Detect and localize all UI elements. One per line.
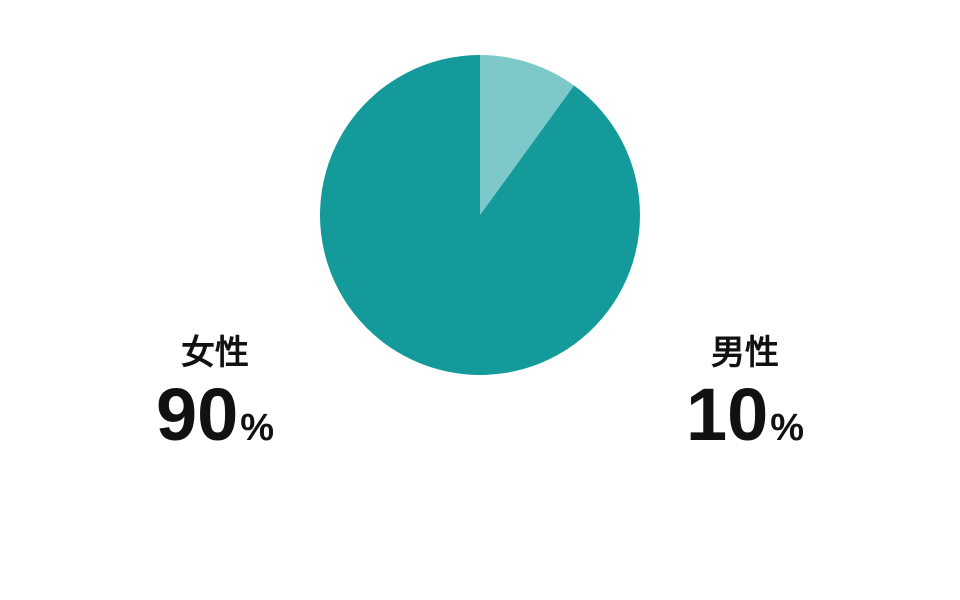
pie-chart (320, 55, 640, 375)
label-female-unit: % (240, 409, 274, 447)
label-male-value: 10 (686, 378, 768, 452)
pie-svg (320, 55, 640, 375)
label-male-unit: % (770, 409, 804, 447)
chart-stage: 女性 90% 男性 10% (0, 0, 960, 600)
label-female: 女性 90% (115, 335, 315, 452)
label-male-value-row: 10% (645, 372, 845, 452)
label-female-title: 女性 (115, 335, 315, 372)
label-female-value-row: 90% (115, 372, 315, 452)
label-female-value: 90 (156, 378, 238, 452)
label-male-title: 男性 (645, 335, 845, 372)
label-male: 男性 10% (645, 335, 845, 452)
pie-slice-female (320, 55, 640, 375)
